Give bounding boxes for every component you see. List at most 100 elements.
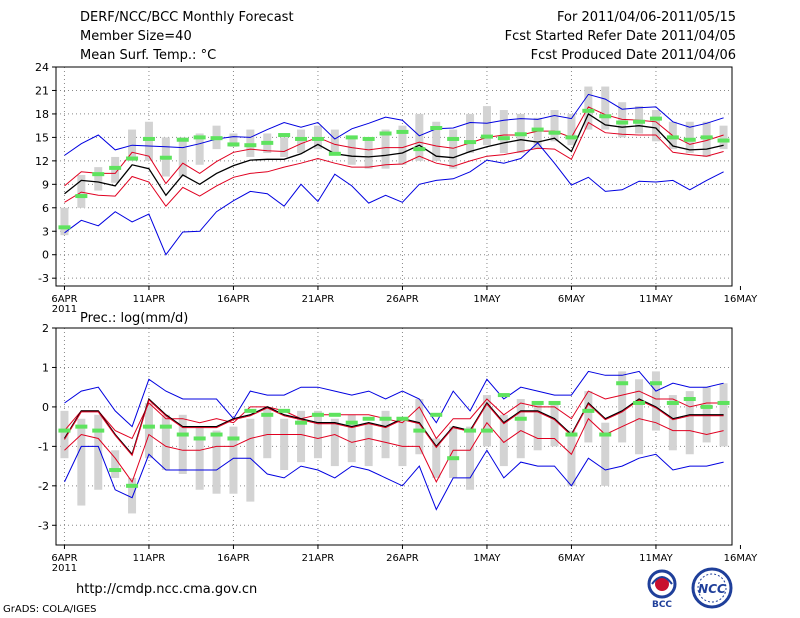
- temp-x-tick-label: 11APR: [133, 294, 166, 305]
- temp-x-tick-label: 6MAY: [558, 294, 586, 305]
- prec-x-tick-label: 11APR: [133, 553, 166, 564]
- temp-member-marker: [261, 140, 274, 145]
- temp-x-tick-label: 1MAY: [473, 294, 501, 305]
- member-size-label: Member Size=40: [80, 29, 192, 44]
- prec-member-marker: [464, 428, 477, 433]
- prec-x-tick-label: 6MAY: [558, 553, 586, 564]
- temp-y-tick-label: 15: [35, 131, 49, 144]
- source-url[interactable]: http://cmdp.ncc.cma.gov.cn: [76, 582, 258, 597]
- temp-box: [330, 129, 339, 154]
- temp-box: [567, 113, 576, 146]
- temp-member-marker: [413, 147, 426, 152]
- prec-box: [347, 414, 356, 463]
- temp-box: [533, 117, 542, 150]
- prec-y-tick-label: -1: [38, 440, 49, 453]
- prec-box: [212, 430, 221, 494]
- prec-box: [398, 418, 407, 467]
- prec-series-max: [64, 370, 724, 428]
- prec-box: [263, 406, 272, 459]
- prec-box: [584, 391, 593, 443]
- precip-panel-title: Prec.: log(mm/d): [80, 311, 188, 326]
- temp-x-tick-label: 21APR: [302, 294, 335, 305]
- prec-member-marker: [683, 397, 696, 402]
- temp-y-tick-label: 18: [35, 108, 49, 121]
- temp-series-lower: [64, 121, 724, 208]
- bcc-logo: BCC: [647, 569, 677, 610]
- temp-box: [499, 110, 508, 154]
- prec-box: [246, 418, 255, 502]
- prec-member-marker: [480, 428, 493, 433]
- temp-member-marker: [244, 143, 257, 148]
- temp-x-tick-label: 16APR: [217, 294, 250, 305]
- prec-member-marker: [176, 432, 189, 437]
- prec-box: [161, 414, 170, 471]
- prec-box: [618, 371, 627, 443]
- temp-member-marker: [649, 116, 662, 121]
- temp-box: [347, 137, 356, 165]
- prec-member-marker: [295, 420, 308, 425]
- header-right: For 2011/04/06-2011/05/15 Fcst Started R…: [505, 8, 736, 65]
- prec-member-marker: [582, 408, 595, 413]
- temp-x-tick-label: 26APR: [386, 294, 419, 305]
- prec-box: [432, 438, 441, 478]
- prec-member-marker: [92, 428, 105, 433]
- prec-box: [449, 426, 458, 478]
- prec-box: [567, 430, 576, 486]
- prec-y-tick-label: -3: [38, 519, 49, 532]
- prec-member-marker: [210, 432, 223, 437]
- prec-x-tick-label: 16MAY: [724, 553, 758, 564]
- temp-member-marker: [430, 126, 443, 131]
- temp-x-year-label: 2011: [52, 304, 77, 315]
- prec-box: [651, 371, 660, 431]
- prec-member-marker: [142, 424, 155, 429]
- prec-box: [94, 414, 103, 490]
- temp-box: [432, 121, 441, 161]
- temp-member-marker: [700, 135, 713, 140]
- temp-member-marker: [464, 140, 477, 145]
- prec-box: [482, 395, 491, 447]
- temp-box: [601, 86, 610, 130]
- temp-member-marker: [480, 134, 493, 139]
- prec-box: [128, 477, 137, 514]
- prec-member-marker: [109, 468, 122, 473]
- temp-box: [381, 129, 390, 169]
- temp-box: [482, 106, 491, 146]
- temp-x-tick-label: 16MAY: [724, 294, 758, 305]
- prec-box: [533, 402, 542, 451]
- temp-y-tick-label: -3: [38, 272, 49, 285]
- temp-box: [584, 86, 593, 130]
- prec-member-marker: [261, 412, 274, 417]
- temp-member-marker: [362, 136, 375, 141]
- temp-member-marker: [92, 172, 105, 177]
- temp-box: [297, 129, 306, 154]
- temp-box: [415, 113, 424, 161]
- forecast-period: For 2011/04/06-2011/05/15: [557, 10, 736, 25]
- variable-label: Mean Surf. Temp.: °C: [80, 48, 217, 63]
- prec-member-marker: [633, 400, 646, 405]
- temp-box: [364, 137, 373, 169]
- chart-title: DERF/NCC/BCC Monthly Forecast: [80, 10, 294, 25]
- temp-member-marker: [379, 131, 392, 136]
- prec-member-marker: [227, 436, 240, 441]
- prec-member-marker: [548, 400, 561, 405]
- prec-member-marker: [126, 483, 139, 488]
- prec-member-marker: [497, 393, 510, 398]
- temp-series-mean: [64, 112, 724, 197]
- temp-y-tick-label: 0: [42, 249, 49, 262]
- prec-member-marker: [616, 381, 629, 386]
- temp-box: [60, 207, 69, 236]
- prec-box: [313, 410, 322, 459]
- prec-member-marker: [430, 412, 443, 417]
- prec-y-tick-label: 1: [42, 361, 49, 374]
- prec-box: [685, 391, 694, 455]
- prec-member-marker: [599, 432, 612, 437]
- temp-member-marker: [497, 136, 510, 141]
- prec-member-marker: [58, 428, 71, 433]
- temp-box: [685, 121, 694, 154]
- prec-member-marker: [447, 456, 460, 461]
- temp-box: [77, 174, 86, 208]
- ncc-logo: NCC: [691, 567, 733, 609]
- prec-box: [144, 402, 153, 459]
- prec-x-tick-label: 16APR: [217, 553, 250, 564]
- prec-member-marker: [565, 432, 578, 437]
